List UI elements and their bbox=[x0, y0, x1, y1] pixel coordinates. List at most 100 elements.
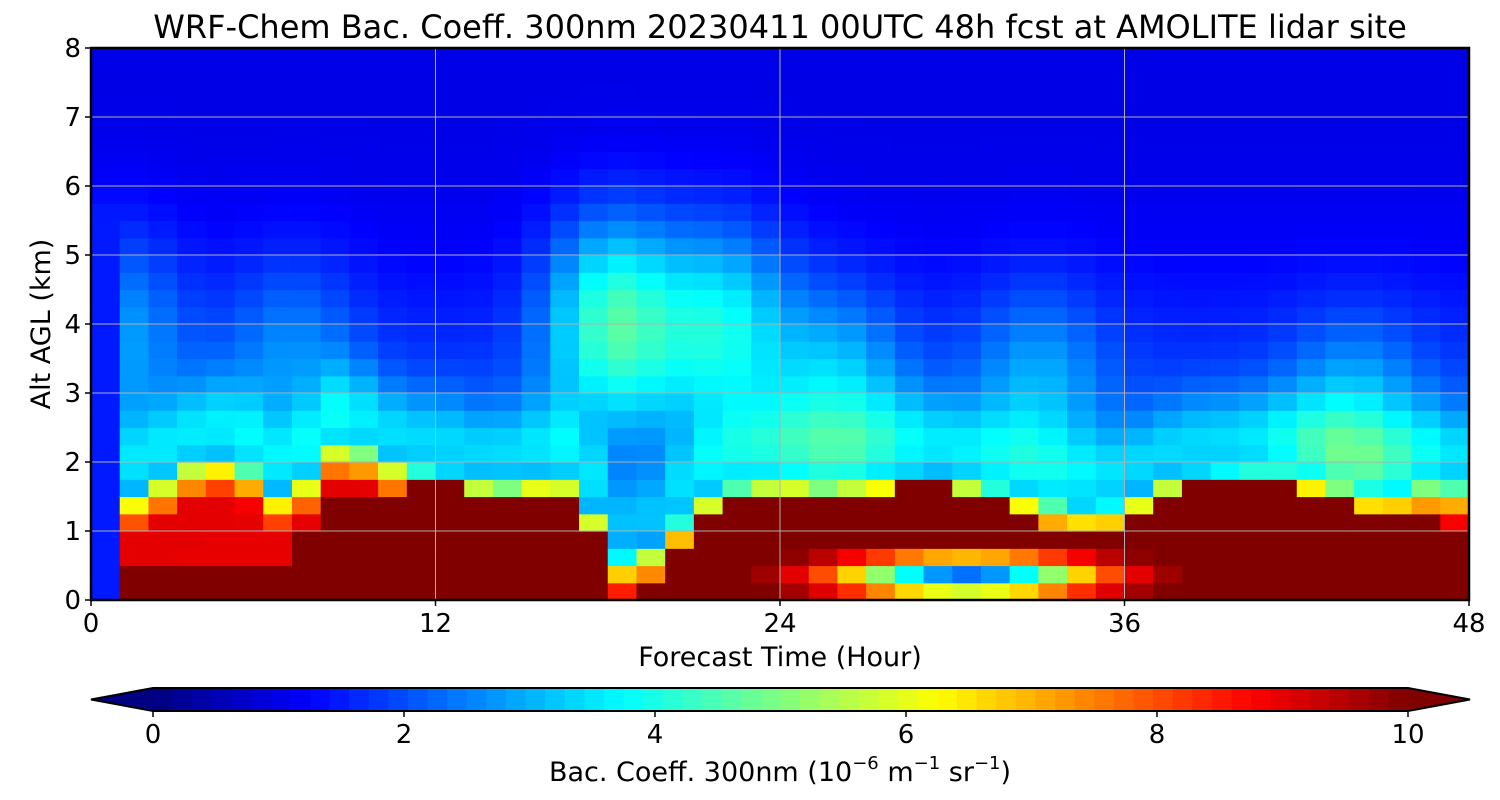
heatmap-cell bbox=[980, 65, 1011, 84]
heatmap-cell bbox=[1095, 582, 1126, 600]
heatmap-cell bbox=[808, 427, 839, 446]
heatmap-cell bbox=[492, 479, 523, 498]
heatmap-cell bbox=[492, 151, 523, 170]
heatmap-cell bbox=[607, 186, 638, 204]
heatmap-cell bbox=[780, 272, 810, 291]
heatmap-cell bbox=[894, 237, 925, 256]
heatmap-cell bbox=[291, 393, 322, 411]
heatmap-cell bbox=[1268, 427, 1298, 446]
heatmap-cell bbox=[1210, 393, 1240, 411]
heatmap-cell bbox=[894, 255, 925, 273]
heatmap-cell bbox=[291, 531, 322, 549]
heatmap-cell bbox=[406, 65, 437, 84]
colorbar-segment bbox=[839, 688, 860, 711]
heatmap-cell bbox=[1382, 324, 1413, 342]
colorbar-tick-label: 0 bbox=[145, 720, 162, 750]
heatmap-cell bbox=[492, 117, 523, 135]
heatmap-cell bbox=[205, 82, 236, 101]
heatmap-cell bbox=[636, 117, 666, 135]
heatmap-cell bbox=[980, 272, 1011, 291]
heatmap-cell bbox=[1181, 358, 1212, 377]
heatmap-cell bbox=[1268, 272, 1298, 291]
heatmap-cell bbox=[1268, 306, 1298, 325]
heatmap-cell bbox=[521, 324, 551, 342]
heatmap-cell bbox=[808, 99, 839, 118]
heatmap-cell bbox=[119, 117, 150, 135]
heatmap-cell bbox=[320, 272, 350, 291]
heatmap-cell bbox=[751, 237, 781, 256]
heatmap-cell bbox=[952, 117, 982, 135]
heatmap-cell bbox=[1153, 496, 1183, 515]
heatmap-cell bbox=[1038, 151, 1068, 170]
heatmap-cell bbox=[1296, 99, 1327, 118]
heatmap-cell bbox=[263, 255, 293, 273]
heatmap-cell bbox=[808, 375, 839, 394]
heatmap-cell bbox=[952, 48, 982, 66]
heatmap-cell bbox=[693, 151, 724, 170]
heatmap-cell bbox=[1382, 548, 1413, 567]
heatmap-cell bbox=[349, 582, 379, 600]
heatmap-cell bbox=[894, 117, 925, 135]
heatmap-cell bbox=[205, 565, 236, 584]
heatmap-cell bbox=[1210, 134, 1240, 153]
heatmap-cell bbox=[1411, 548, 1441, 567]
heatmap-cell bbox=[1354, 82, 1384, 101]
heatmap-cell bbox=[923, 186, 953, 204]
heatmap-cell bbox=[1181, 65, 1212, 84]
heatmap-cell bbox=[1354, 237, 1384, 256]
heatmap-cell bbox=[1440, 117, 1469, 135]
heatmap-cell bbox=[1239, 117, 1269, 135]
heatmap-cell bbox=[1296, 531, 1327, 549]
heatmap-cell bbox=[234, 272, 264, 291]
heatmap-cell bbox=[1038, 117, 1068, 135]
heatmap-cell bbox=[349, 186, 379, 204]
heatmap-cell bbox=[607, 306, 638, 325]
heatmap-cell bbox=[607, 117, 638, 135]
heatmap-cell bbox=[378, 427, 408, 446]
heatmap-cell bbox=[1411, 99, 1441, 118]
heatmap-cell bbox=[1354, 358, 1384, 377]
heatmap-cell bbox=[579, 306, 609, 325]
heatmap-cell bbox=[1153, 548, 1183, 567]
heatmap-cell bbox=[1382, 117, 1413, 135]
heatmap-cell bbox=[980, 48, 1011, 66]
heatmap-cell bbox=[1296, 203, 1327, 222]
heatmap-cell bbox=[492, 410, 523, 429]
heatmap-cell bbox=[1038, 531, 1068, 549]
heatmap-cell bbox=[1095, 531, 1126, 549]
heatmap-cell bbox=[406, 375, 437, 394]
y-tick-label: 7 bbox=[64, 103, 81, 133]
heatmap-cell bbox=[636, 255, 666, 273]
heatmap-cell bbox=[177, 513, 207, 532]
heatmap-cell bbox=[234, 151, 264, 170]
heatmap-cell bbox=[980, 444, 1011, 463]
heatmap-cell bbox=[148, 341, 178, 360]
heatmap-cell bbox=[952, 358, 982, 377]
heatmap-cell bbox=[1210, 272, 1240, 291]
heatmap-cell bbox=[148, 65, 178, 84]
heatmap-cell bbox=[1038, 306, 1068, 325]
heatmap-cell bbox=[1440, 306, 1469, 325]
heatmap-cell bbox=[177, 255, 207, 273]
heatmap-cell bbox=[1124, 289, 1154, 308]
heatmap-cell bbox=[406, 255, 437, 273]
heatmap-cell bbox=[722, 324, 752, 342]
heatmap-cell bbox=[1382, 237, 1413, 256]
heatmap-cell bbox=[866, 582, 896, 600]
heatmap-cell bbox=[722, 582, 752, 600]
heatmap-cell bbox=[866, 168, 896, 187]
heatmap-cell bbox=[780, 186, 810, 204]
heatmap-cell bbox=[177, 341, 207, 360]
heatmap-cell bbox=[177, 48, 207, 66]
heatmap-cell bbox=[435, 548, 465, 567]
heatmap-cell bbox=[1296, 272, 1327, 291]
heatmap-cell bbox=[263, 444, 293, 463]
heatmap-cell bbox=[1239, 134, 1269, 153]
heatmap-cell bbox=[1325, 186, 1355, 204]
heatmap-cell bbox=[1181, 324, 1212, 342]
heatmap-cell bbox=[837, 496, 867, 515]
heatmap-cell bbox=[1354, 375, 1384, 394]
heatmap-cell bbox=[550, 82, 580, 101]
heatmap-cell bbox=[780, 99, 810, 118]
